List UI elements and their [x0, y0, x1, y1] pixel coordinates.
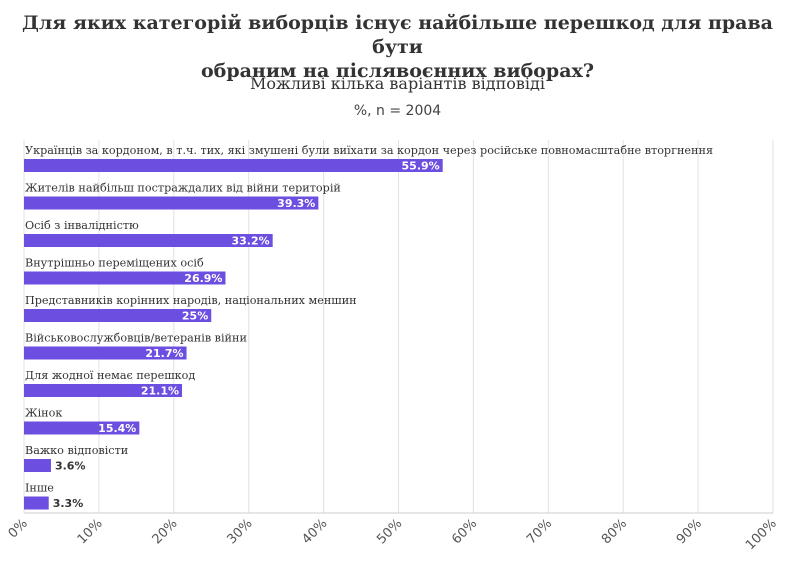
category-label: Представників корінних народів, націонал… — [25, 294, 357, 307]
bar — [24, 496, 49, 510]
value-label: 26.9% — [184, 272, 222, 285]
chart-caption: %, n = 2004 — [353, 103, 442, 119]
value-label: 25% — [182, 310, 208, 323]
x-tick-label: 10% — [75, 516, 106, 547]
value-label: 55.9% — [402, 160, 440, 173]
category-label: Інше — [25, 482, 54, 495]
category-label: Важко відповісти — [25, 444, 128, 457]
chart-title-line-2: обраним на післявоєнних виборах? — [200, 60, 594, 82]
category-label: Для жодної немає перешкод — [25, 369, 195, 382]
chart-title-line-1: Для яких категорій виборців існує найбіл… — [22, 12, 773, 58]
chart-title: Для яких категорій виборців існує найбіл… — [0, 11, 795, 83]
bar — [24, 421, 140, 435]
chart-subtitle: Можливі кілька варіантів відповіді — [250, 74, 545, 93]
bar — [24, 309, 212, 322]
bar — [24, 271, 226, 285]
x-tick-label: 30% — [224, 516, 255, 547]
bar — [24, 159, 443, 172]
category-label: Осіб з інвалідністю — [25, 219, 139, 232]
x-tick-label: 100% — [743, 516, 780, 553]
bar — [24, 196, 319, 210]
category-label: Внутрішньо переміщених осіб — [25, 257, 204, 270]
bar — [24, 346, 187, 360]
category-label: Жінок — [25, 407, 62, 420]
value-label: 21.7% — [145, 347, 183, 360]
value-label: 21.1% — [141, 385, 179, 398]
category-label: Українців за кордоном, в т.ч. тих, які з… — [25, 144, 713, 157]
value-label: 3.3% — [53, 497, 84, 510]
x-tick-label: 90% — [674, 516, 705, 547]
bar — [24, 459, 51, 472]
value-label: 3.6% — [55, 460, 86, 473]
x-tick-label: 80% — [599, 516, 630, 547]
x-tick-label: 50% — [374, 516, 405, 547]
x-tick-label: 40% — [299, 516, 330, 547]
bar — [24, 234, 273, 247]
category-label: Жителів найбільш постраждалих від війни … — [25, 182, 341, 195]
bar — [24, 384, 183, 397]
x-tick-label: 60% — [449, 516, 480, 547]
x-tick-label: 70% — [524, 516, 555, 547]
category-label: Військовослужбовців/ветеранів війни — [25, 332, 247, 345]
x-tick-label: 20% — [150, 516, 181, 547]
value-label: 15.4% — [98, 422, 136, 435]
value-label: 33.2% — [231, 235, 269, 248]
x-tick-label: 0% — [6, 516, 31, 541]
value-label: 39.3% — [277, 197, 315, 210]
